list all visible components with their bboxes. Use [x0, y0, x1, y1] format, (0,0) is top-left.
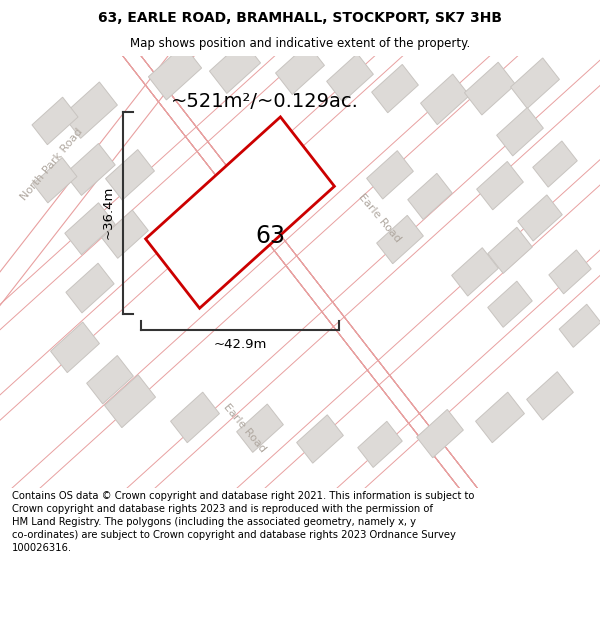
- Polygon shape: [476, 392, 524, 442]
- Polygon shape: [66, 263, 114, 313]
- Polygon shape: [358, 421, 402, 468]
- Text: ~42.9m: ~42.9m: [214, 338, 266, 351]
- Text: 63, EARLE ROAD, BRAMHALL, STOCKPORT, SK7 3HB: 63, EARLE ROAD, BRAMHALL, STOCKPORT, SK7…: [98, 11, 502, 25]
- Polygon shape: [421, 74, 469, 124]
- Polygon shape: [488, 228, 532, 273]
- Polygon shape: [452, 248, 499, 296]
- Text: 63: 63: [255, 224, 285, 248]
- Polygon shape: [153, 86, 600, 625]
- Polygon shape: [416, 409, 463, 458]
- Polygon shape: [476, 161, 523, 210]
- Polygon shape: [497, 107, 544, 156]
- Text: ~36.4m: ~36.4m: [101, 186, 115, 239]
- Polygon shape: [296, 415, 343, 463]
- Polygon shape: [549, 250, 591, 294]
- Polygon shape: [50, 0, 600, 625]
- Polygon shape: [275, 44, 325, 94]
- Polygon shape: [32, 97, 78, 145]
- Polygon shape: [408, 173, 452, 219]
- Polygon shape: [367, 151, 413, 199]
- Polygon shape: [170, 392, 220, 442]
- Polygon shape: [106, 149, 154, 200]
- Polygon shape: [148, 45, 202, 100]
- Polygon shape: [326, 54, 373, 102]
- Polygon shape: [209, 41, 260, 93]
- Polygon shape: [62, 82, 118, 138]
- Polygon shape: [102, 19, 600, 625]
- Polygon shape: [65, 202, 115, 255]
- Text: ~521m²/~0.129ac.: ~521m²/~0.129ac.: [171, 92, 359, 111]
- Polygon shape: [377, 216, 424, 264]
- Polygon shape: [518, 195, 562, 241]
- Text: Earle Road: Earle Road: [222, 402, 268, 454]
- Polygon shape: [65, 144, 115, 196]
- Text: Contains OS data © Crown copyright and database right 2021. This information is : Contains OS data © Crown copyright and d…: [12, 491, 475, 553]
- Polygon shape: [488, 281, 532, 328]
- Polygon shape: [527, 372, 574, 420]
- Polygon shape: [559, 304, 600, 348]
- Polygon shape: [86, 356, 133, 404]
- Polygon shape: [146, 117, 334, 308]
- Polygon shape: [33, 158, 77, 203]
- Polygon shape: [104, 375, 155, 428]
- Polygon shape: [371, 64, 418, 112]
- Polygon shape: [511, 58, 559, 109]
- Polygon shape: [533, 141, 577, 187]
- Text: Map shows position and indicative extent of the property.: Map shows position and indicative extent…: [130, 38, 470, 51]
- Polygon shape: [0, 0, 448, 625]
- Polygon shape: [101, 210, 148, 258]
- Text: North Park Road: North Park Road: [19, 126, 85, 202]
- Polygon shape: [236, 404, 283, 452]
- Polygon shape: [464, 62, 515, 115]
- Text: Earle Road: Earle Road: [357, 192, 403, 244]
- Polygon shape: [50, 322, 100, 372]
